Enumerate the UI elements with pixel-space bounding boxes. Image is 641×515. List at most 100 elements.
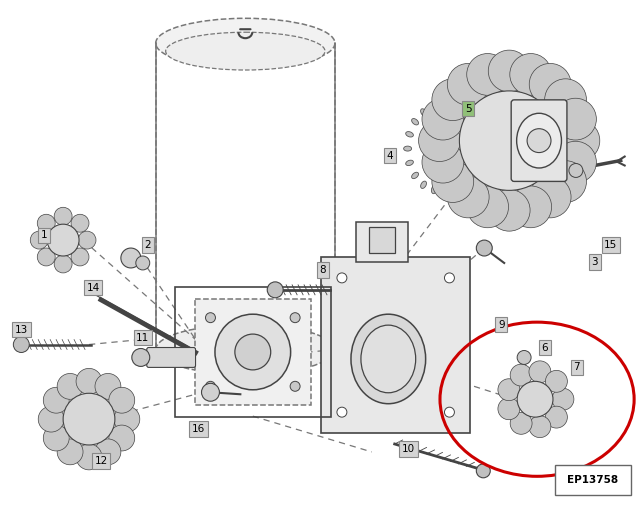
FancyBboxPatch shape: [555, 465, 631, 495]
Text: 6: 6: [542, 342, 548, 352]
Text: 15: 15: [604, 240, 617, 250]
Ellipse shape: [442, 186, 447, 194]
Circle shape: [510, 413, 532, 434]
FancyBboxPatch shape: [321, 257, 470, 433]
Text: 11: 11: [136, 333, 149, 342]
Text: 13: 13: [15, 324, 28, 335]
Text: 7: 7: [574, 363, 580, 372]
Text: 10: 10: [402, 444, 415, 454]
Circle shape: [569, 163, 583, 178]
Ellipse shape: [351, 314, 426, 404]
Text: 3: 3: [592, 257, 598, 267]
Ellipse shape: [165, 32, 325, 70]
Circle shape: [488, 190, 530, 231]
Circle shape: [38, 406, 64, 432]
Circle shape: [498, 379, 520, 401]
Circle shape: [109, 387, 135, 413]
Ellipse shape: [465, 160, 473, 166]
Ellipse shape: [517, 113, 562, 168]
Text: 14: 14: [87, 283, 99, 293]
Circle shape: [447, 63, 489, 105]
Circle shape: [498, 398, 520, 420]
Ellipse shape: [431, 104, 437, 111]
Circle shape: [554, 141, 596, 183]
Circle shape: [527, 129, 551, 152]
Circle shape: [71, 248, 89, 266]
Circle shape: [510, 186, 552, 228]
Circle shape: [109, 425, 135, 451]
Ellipse shape: [467, 146, 476, 151]
Circle shape: [467, 186, 508, 228]
Circle shape: [206, 381, 215, 391]
Circle shape: [444, 273, 454, 283]
Ellipse shape: [361, 325, 415, 393]
Circle shape: [201, 383, 219, 401]
Circle shape: [545, 161, 587, 202]
Circle shape: [95, 373, 121, 399]
Ellipse shape: [156, 324, 335, 374]
FancyBboxPatch shape: [147, 348, 196, 367]
Circle shape: [215, 314, 290, 390]
Circle shape: [558, 120, 600, 162]
Text: 1: 1: [41, 230, 47, 240]
Circle shape: [476, 464, 490, 478]
Ellipse shape: [156, 19, 335, 68]
Circle shape: [554, 98, 596, 140]
Ellipse shape: [406, 160, 413, 166]
Ellipse shape: [412, 172, 419, 179]
FancyBboxPatch shape: [511, 100, 567, 181]
FancyBboxPatch shape: [369, 227, 395, 253]
Circle shape: [37, 214, 55, 232]
Circle shape: [267, 282, 283, 298]
Circle shape: [44, 425, 69, 451]
Circle shape: [76, 368, 102, 394]
Circle shape: [488, 50, 530, 92]
Circle shape: [44, 387, 69, 413]
Circle shape: [545, 406, 567, 428]
Circle shape: [47, 224, 79, 256]
Circle shape: [121, 248, 141, 268]
Circle shape: [432, 161, 474, 202]
Text: 12: 12: [94, 456, 108, 466]
Text: 8: 8: [320, 265, 326, 275]
Circle shape: [63, 393, 115, 445]
Circle shape: [136, 256, 150, 270]
Circle shape: [460, 91, 559, 191]
Circle shape: [95, 439, 121, 465]
Circle shape: [510, 54, 552, 95]
Circle shape: [37, 248, 55, 266]
Circle shape: [432, 79, 474, 121]
Text: 16: 16: [192, 424, 205, 434]
Circle shape: [337, 273, 347, 283]
Ellipse shape: [465, 132, 473, 137]
Circle shape: [447, 176, 489, 218]
Circle shape: [476, 240, 492, 256]
Circle shape: [444, 407, 454, 417]
Ellipse shape: [442, 104, 447, 111]
Circle shape: [235, 334, 271, 370]
Ellipse shape: [453, 109, 458, 116]
Ellipse shape: [420, 181, 426, 188]
Ellipse shape: [460, 118, 467, 125]
Circle shape: [517, 351, 531, 365]
Circle shape: [529, 361, 551, 383]
FancyBboxPatch shape: [195, 299, 311, 405]
Circle shape: [529, 416, 551, 438]
Circle shape: [510, 364, 532, 386]
Circle shape: [422, 98, 464, 140]
Circle shape: [57, 439, 83, 465]
Circle shape: [57, 373, 83, 399]
Ellipse shape: [404, 146, 412, 151]
Circle shape: [132, 349, 150, 366]
Ellipse shape: [406, 132, 413, 137]
Circle shape: [71, 214, 89, 232]
Ellipse shape: [460, 172, 467, 179]
Ellipse shape: [453, 181, 458, 188]
Text: 5: 5: [465, 104, 472, 114]
Circle shape: [290, 313, 300, 322]
Circle shape: [337, 407, 347, 417]
Text: 4: 4: [387, 150, 393, 161]
Circle shape: [529, 176, 571, 218]
Text: 9: 9: [498, 320, 504, 330]
Circle shape: [422, 141, 464, 183]
